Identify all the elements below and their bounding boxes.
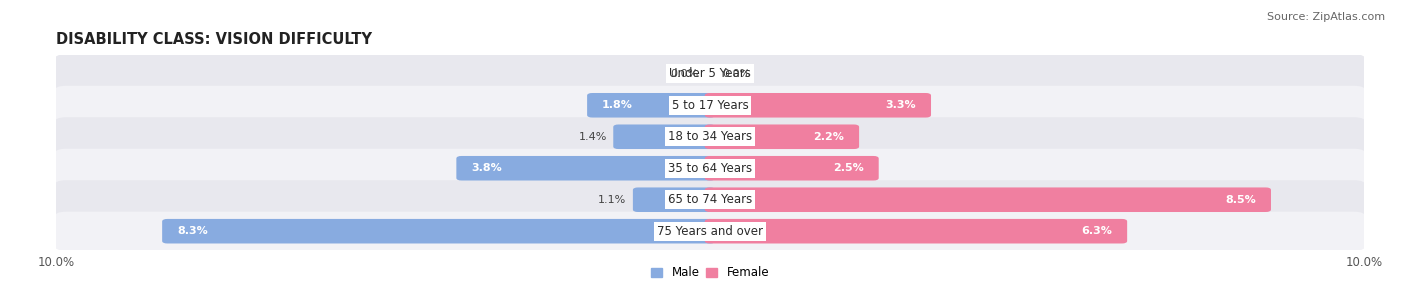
Text: 1.8%: 1.8% bbox=[602, 100, 633, 110]
Text: 6.3%: 6.3% bbox=[1081, 226, 1112, 236]
FancyBboxPatch shape bbox=[704, 124, 859, 149]
FancyBboxPatch shape bbox=[613, 124, 716, 149]
Text: 2.5%: 2.5% bbox=[832, 163, 863, 173]
FancyBboxPatch shape bbox=[55, 212, 1365, 251]
FancyBboxPatch shape bbox=[162, 219, 716, 243]
FancyBboxPatch shape bbox=[55, 86, 1365, 125]
FancyBboxPatch shape bbox=[55, 54, 1365, 93]
Legend: Male, Female: Male, Female bbox=[651, 266, 769, 279]
Text: 3.8%: 3.8% bbox=[471, 163, 502, 173]
FancyBboxPatch shape bbox=[55, 180, 1365, 219]
Text: 8.3%: 8.3% bbox=[177, 226, 208, 236]
Text: 1.4%: 1.4% bbox=[578, 132, 607, 142]
Text: 2.2%: 2.2% bbox=[813, 132, 844, 142]
FancyBboxPatch shape bbox=[704, 156, 879, 181]
FancyBboxPatch shape bbox=[704, 93, 931, 117]
FancyBboxPatch shape bbox=[588, 93, 716, 117]
Text: 18 to 34 Years: 18 to 34 Years bbox=[668, 130, 752, 143]
Text: 65 to 74 Years: 65 to 74 Years bbox=[668, 193, 752, 206]
Text: 5 to 17 Years: 5 to 17 Years bbox=[672, 99, 748, 112]
Text: 3.3%: 3.3% bbox=[886, 100, 915, 110]
Text: 0.0%: 0.0% bbox=[671, 69, 699, 79]
FancyBboxPatch shape bbox=[704, 188, 1271, 212]
Text: DISABILITY CLASS: VISION DIFFICULTY: DISABILITY CLASS: VISION DIFFICULTY bbox=[56, 32, 373, 47]
Text: 8.5%: 8.5% bbox=[1225, 195, 1256, 205]
Text: Under 5 Years: Under 5 Years bbox=[669, 67, 751, 80]
Text: 1.1%: 1.1% bbox=[598, 195, 626, 205]
FancyBboxPatch shape bbox=[633, 188, 716, 212]
FancyBboxPatch shape bbox=[55, 117, 1365, 156]
FancyBboxPatch shape bbox=[457, 156, 716, 181]
Text: Source: ZipAtlas.com: Source: ZipAtlas.com bbox=[1267, 12, 1385, 22]
FancyBboxPatch shape bbox=[55, 149, 1365, 188]
Text: 35 to 64 Years: 35 to 64 Years bbox=[668, 162, 752, 175]
FancyBboxPatch shape bbox=[704, 219, 1128, 243]
Text: 0.0%: 0.0% bbox=[721, 69, 749, 79]
Text: 75 Years and over: 75 Years and over bbox=[657, 225, 763, 238]
